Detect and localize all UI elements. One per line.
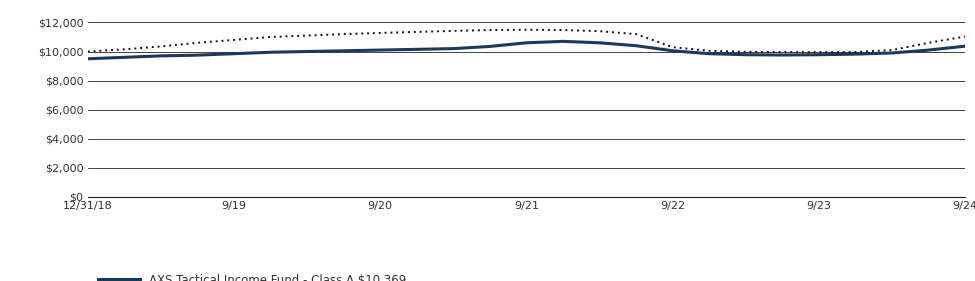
Legend: AXS Tactical Income Fund - Class A $10,369, Bloomberg Aggregate Bond Index $11,0: AXS Tactical Income Fund - Class A $10,3…	[94, 269, 411, 281]
